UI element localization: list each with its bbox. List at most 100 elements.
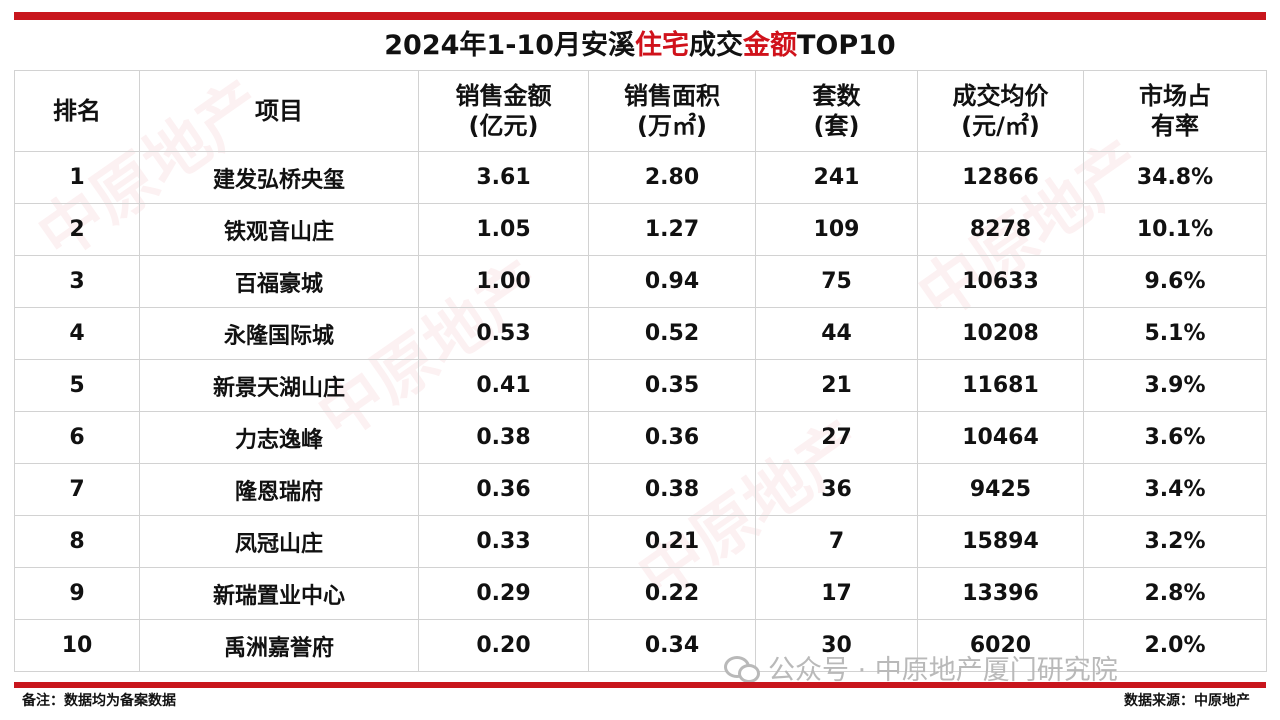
- table-cell: 1.00: [418, 255, 589, 308]
- table-cell: 8278: [917, 203, 1084, 256]
- table-cell: 11681: [917, 359, 1084, 412]
- table-cell: 2.0%: [1083, 619, 1267, 672]
- table-cell: 10.1%: [1083, 203, 1267, 256]
- table-cell: 3.9%: [1083, 359, 1267, 412]
- table-cell: 8: [14, 515, 140, 568]
- table-cell: 2.8%: [1083, 567, 1267, 620]
- data-source: 数据来源：中原地产: [1124, 693, 1250, 709]
- column-header-line1: 排名: [53, 97, 101, 125]
- column-header-line1: 成交均价: [952, 82, 1049, 110]
- table-cell: 0.29: [418, 567, 589, 620]
- column-header-line2: 有率: [1151, 112, 1199, 140]
- table-cell: 0.36: [418, 463, 589, 516]
- table-row: 10 禹洲嘉誉府 0.20 0.34 30 6020 2.0%: [14, 619, 1267, 672]
- table-cell: 禹洲嘉誉府: [139, 619, 419, 672]
- wechat-icon: [724, 654, 760, 683]
- table-row: 7 隆恩瑞府 0.36 0.38 36 9425 3.4%: [14, 463, 1267, 516]
- wechat-watermark-text: 公众号 · 中原地产厦门研究院: [768, 655, 1118, 686]
- column-header: 项目: [139, 70, 419, 152]
- column-header: 市场占 有率: [1083, 70, 1267, 152]
- table-header-row: 排名 项目 销售金额 (亿元) 销售面积 (万㎡) 套数 (套) 成交均价 (元/㎡) 市场占 有率: [14, 70, 1267, 152]
- table-cell: 2: [14, 203, 140, 256]
- table-cell: 6: [14, 411, 140, 464]
- table-cell: 1.27: [588, 203, 756, 256]
- table-cell: 3.6%: [1083, 411, 1267, 464]
- table-cell: 12866: [917, 151, 1084, 204]
- table-cell: 34.8%: [1083, 151, 1267, 204]
- table-cell: 0.20: [418, 619, 589, 672]
- column-header-line1: 项目: [255, 97, 303, 125]
- table-row: 1 建发弘桥央玺 3.61 2.80 241 12866 34.8%: [14, 151, 1267, 204]
- table-cell: 1: [14, 151, 140, 204]
- table-cell: 7: [755, 515, 918, 568]
- table-cell: 9: [14, 567, 140, 620]
- table-cell: 0.21: [588, 515, 756, 568]
- table-cell: 0.52: [588, 307, 756, 360]
- wechat-watermark: 公众号 · 中原地产厦门研究院: [724, 648, 1118, 687]
- column-header-line2: (亿元): [468, 112, 539, 140]
- table-cell: 30: [755, 619, 918, 672]
- table-cell: 3.61: [418, 151, 589, 204]
- table-cell: 永隆国际城: [139, 307, 419, 360]
- column-header: 销售面积 (万㎡): [588, 70, 756, 152]
- column-header-line2: (万㎡): [637, 112, 707, 140]
- column-header: 排名: [14, 70, 140, 152]
- column-header: 成交均价 (元/㎡): [917, 70, 1084, 152]
- table-cell: 3.2%: [1083, 515, 1267, 568]
- table-cell: 9.6%: [1083, 255, 1267, 308]
- table-cell: 44: [755, 307, 918, 360]
- table-cell: 铁观音山庄: [139, 203, 419, 256]
- table-cell: 9425: [917, 463, 1084, 516]
- table-cell: 0.33: [418, 515, 589, 568]
- table-cell: 10208: [917, 307, 1084, 360]
- table-cell: 凤冠山庄: [139, 515, 419, 568]
- table-cell: 2.80: [588, 151, 756, 204]
- column-header-line1: 市场占: [1139, 82, 1211, 110]
- table-cell: 7: [14, 463, 140, 516]
- title-highlight-residential: 住宅: [634, 30, 689, 61]
- table-cell: 10: [14, 619, 140, 672]
- table-cell: 75: [755, 255, 918, 308]
- table-row: 4 永隆国际城 0.53 0.52 44 10208 5.1%: [14, 307, 1267, 360]
- table-cell: 0.38: [588, 463, 756, 516]
- table-row: 6 力志逸峰 0.38 0.36 27 10464 3.6%: [14, 411, 1267, 464]
- column-header-line2: (套): [813, 112, 860, 140]
- table-cell: 力志逸峰: [139, 411, 419, 464]
- ranking-table: 排名 项目 销售金额 (亿元) 销售面积 (万㎡) 套数 (套) 成交均价 (元/㎡) 市场占 有率 …: [14, 70, 1267, 672]
- table-cell: 1.05: [418, 203, 589, 256]
- table-cell: 21: [755, 359, 918, 412]
- table-cell: 新景天湖山庄: [139, 359, 419, 412]
- table-cell: 10633: [917, 255, 1084, 308]
- table-cell: 5.1%: [1083, 307, 1267, 360]
- table-cell: 0.38: [418, 411, 589, 464]
- page-title: 2024年1-10月安溪住宅成交金额TOP10: [14, 24, 1266, 68]
- table-cell: 10464: [917, 411, 1084, 464]
- table-cell: 109: [755, 203, 918, 256]
- table-cell: 新瑞置业中心: [139, 567, 419, 620]
- table-cell: 0.36: [588, 411, 756, 464]
- table-cell: 0.94: [588, 255, 756, 308]
- column-header-line1: 套数: [812, 82, 861, 110]
- table-cell: 27: [755, 411, 918, 464]
- table-row: 9 新瑞置业中心 0.29 0.22 17 13396 2.8%: [14, 567, 1267, 620]
- table-cell: 36: [755, 463, 918, 516]
- table-cell: 建发弘桥央玺: [139, 151, 419, 204]
- table-cell: 17: [755, 567, 918, 620]
- table-cell: 15894: [917, 515, 1084, 568]
- table-cell: 百福豪城: [139, 255, 419, 308]
- table-row: 5 新景天湖山庄 0.41 0.35 21 11681 3.9%: [14, 359, 1267, 412]
- table-body: 1 建发弘桥央玺 3.61 2.80 241 12866 34.8% 2 铁观音山庄 1.05 1.…: [14, 151, 1267, 672]
- table-cell: 隆恩瑞府: [139, 463, 419, 516]
- table-cell: 0.35: [588, 359, 756, 412]
- title-highlight-amount: 金额: [742, 30, 797, 61]
- top-accent-bar: [14, 12, 1266, 20]
- table-row: 2 铁观音山庄 1.05 1.27 109 8278 10.1%: [14, 203, 1267, 256]
- table-row: 3 百福豪城 1.00 0.94 75 10633 9.6%: [14, 255, 1267, 308]
- column-header-line1: 销售面积: [624, 82, 720, 110]
- column-header: 套数 (套): [755, 70, 918, 152]
- column-header-line1: 销售金额: [455, 82, 552, 110]
- footnote: 备注：数据均为备案数据: [22, 693, 176, 709]
- table-cell: 241: [755, 151, 918, 204]
- table-cell: 4: [14, 307, 140, 360]
- table-row: 8 凤冠山庄 0.33 0.21 7 15894 3.2%: [14, 515, 1267, 568]
